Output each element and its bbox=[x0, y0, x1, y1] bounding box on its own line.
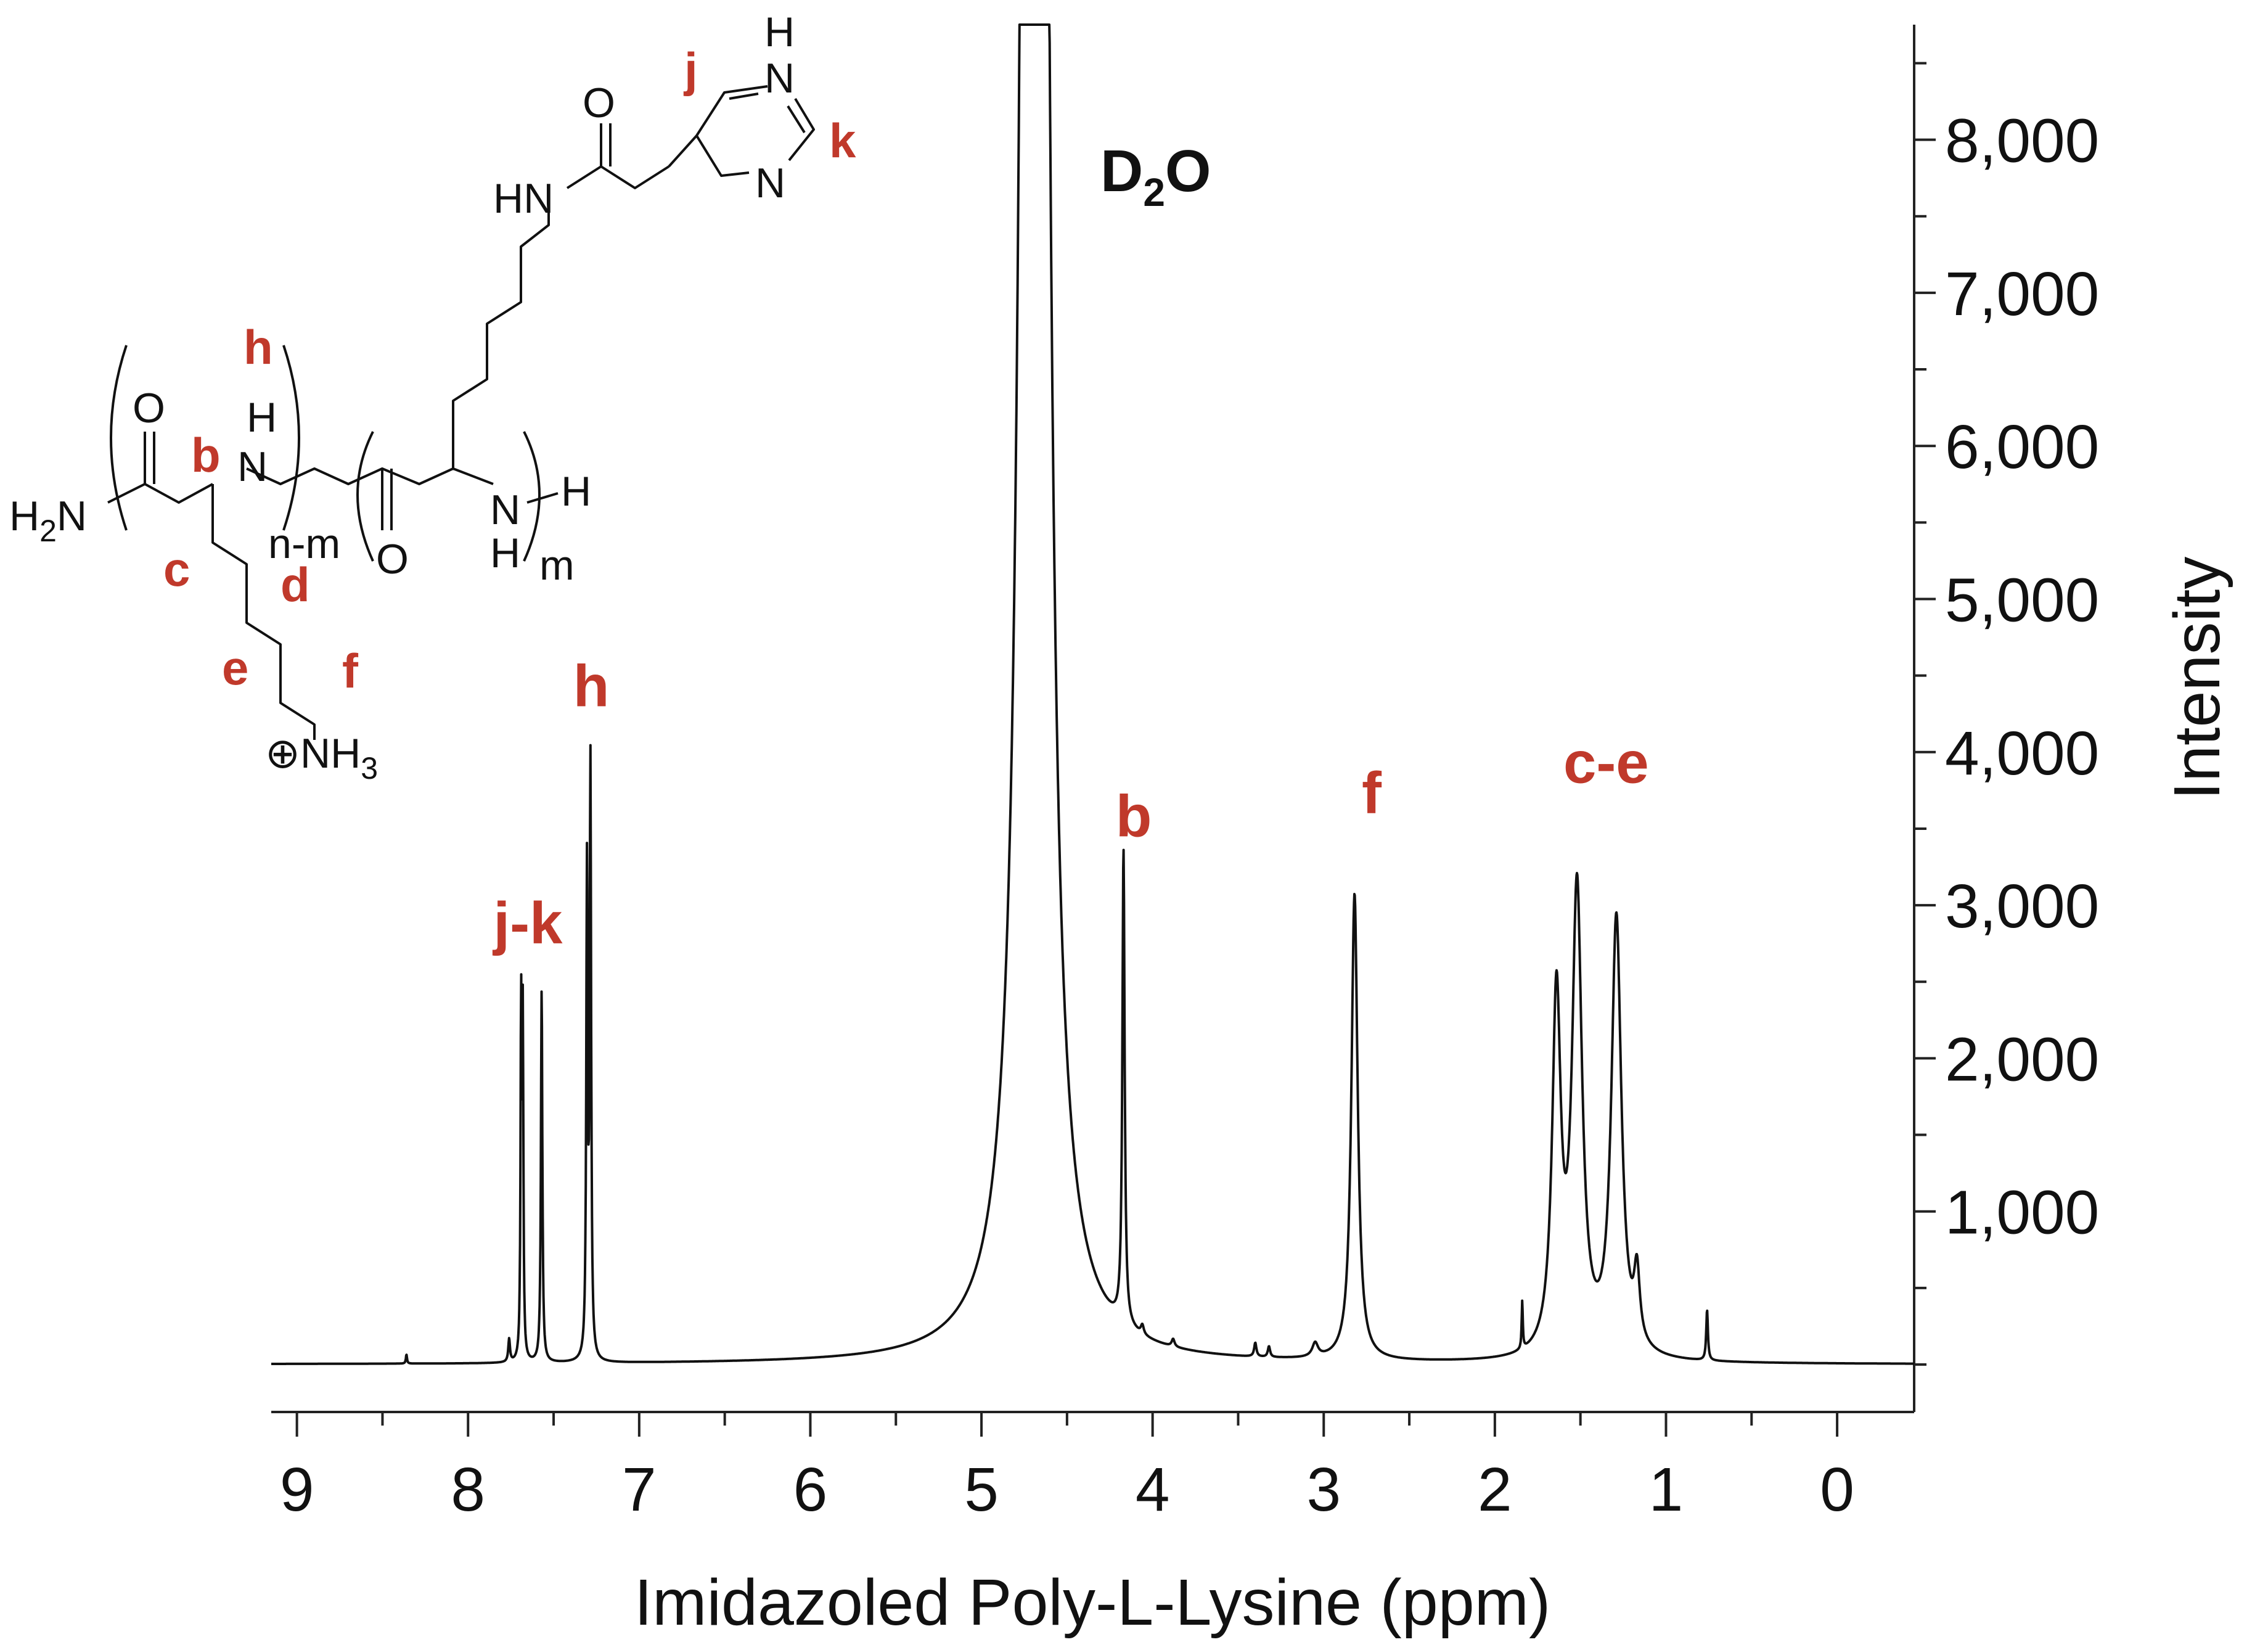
amide-h-b: H bbox=[247, 394, 277, 441]
x-tick-label-4: 4 bbox=[1136, 1455, 1170, 1524]
amide-n-right: N bbox=[490, 486, 520, 533]
x-axis-title: Imidazoled Poly-L-Lysine (ppm) bbox=[634, 1566, 1551, 1639]
proton-label-c: c bbox=[163, 542, 190, 596]
y-tick-label-5,000: 5,000 bbox=[1945, 566, 2099, 635]
x-tick-label-7: 7 bbox=[622, 1455, 657, 1524]
lysine-side-chain bbox=[211, 484, 316, 740]
imidazole-n: N bbox=[755, 160, 785, 207]
proton-label-f: f bbox=[342, 644, 359, 698]
proton-label-b: b bbox=[191, 428, 221, 482]
amine-terminal: H2N bbox=[9, 493, 87, 548]
terminal-h-bond bbox=[526, 492, 559, 504]
chemical-structure: H2N O H N n-m O N H H m ⊕NH3 HN O H N N … bbox=[9, 9, 856, 786]
peak-label-f: f bbox=[1362, 760, 1382, 826]
proton-label-e: e bbox=[222, 641, 248, 695]
peak-labels: j-k h b f c-e bbox=[492, 653, 1648, 956]
axes bbox=[271, 25, 1915, 1413]
y-tick-label-8,000: 8,000 bbox=[1945, 107, 2099, 176]
side-chain-ammonium: ⊕NH3 bbox=[265, 730, 378, 786]
peak-label-c-e: c-e bbox=[1563, 729, 1649, 795]
proton-label-d: d bbox=[280, 557, 310, 612]
modified-side-chain bbox=[452, 213, 550, 469]
y-ticks: 1,000 2,000 3,000 4,000 5,000 6,000 7,000 8,000 bbox=[1914, 62, 2099, 1366]
x-tick-label-6: 6 bbox=[793, 1455, 828, 1524]
x-tick-label-5: 5 bbox=[964, 1455, 999, 1524]
x-tick-label-8: 8 bbox=[451, 1455, 485, 1524]
repeat-m: m bbox=[539, 542, 575, 589]
imidazole-ring bbox=[668, 85, 815, 177]
x-tick-label-1: 1 bbox=[1649, 1455, 1684, 1524]
peak-label-h: h bbox=[573, 653, 610, 719]
solvent-label: D2O bbox=[1100, 138, 1211, 215]
amide-oxygen-left: O bbox=[133, 385, 165, 432]
bracket-left-close bbox=[282, 345, 300, 531]
bracket-right-open bbox=[356, 431, 374, 562]
proton-label-h: h bbox=[244, 320, 273, 374]
amide-hn-top: HN bbox=[493, 175, 554, 222]
terminal-h: H bbox=[561, 468, 591, 515]
amide-h-right: H bbox=[490, 530, 520, 577]
carbonyl-right bbox=[381, 469, 393, 530]
acetyl-linker bbox=[566, 123, 670, 189]
x-tick-label-2: 2 bbox=[1478, 1455, 1512, 1524]
y-tick-label-7,000: 7,000 bbox=[1945, 260, 2099, 329]
x-tick-label-3: 3 bbox=[1306, 1455, 1341, 1524]
y-tick-label-2,000: 2,000 bbox=[1945, 1025, 2099, 1094]
peak-label-j-k: j-k bbox=[492, 890, 563, 956]
bracket-left-open bbox=[110, 345, 128, 531]
nmr-spectrum-line bbox=[270, 23, 1915, 1365]
proton-label-k: k bbox=[829, 113, 856, 168]
x-ticks: 9 8 7 6 5 4 3 2 1 0 bbox=[280, 1412, 1854, 1524]
y-tick-label-1,000: 1,000 bbox=[1945, 1178, 2099, 1247]
carbonyl-left bbox=[144, 432, 155, 484]
repeat-n-m: n-m bbox=[268, 520, 340, 567]
x-tick-label-9: 9 bbox=[280, 1455, 314, 1524]
y-tick-label-6,000: 6,000 bbox=[1945, 412, 2099, 482]
amide-n-b: N bbox=[237, 443, 268, 490]
imidazole-h: H bbox=[764, 9, 795, 55]
imidazole-nh: N bbox=[764, 55, 795, 102]
amide-oxygen-right: O bbox=[376, 536, 409, 583]
proton-label-j: j bbox=[683, 43, 698, 97]
y-axis-title: Intensity bbox=[2161, 557, 2233, 800]
y-tick-label-3,000: 3,000 bbox=[1945, 872, 2099, 941]
y-tick-label-4,000: 4,000 bbox=[1945, 719, 2099, 788]
amide-oxygen-top: O bbox=[583, 80, 615, 126]
x-tick-label-0: 0 bbox=[1820, 1455, 1854, 1524]
peak-label-b: b bbox=[1116, 783, 1152, 849]
bracket-right-close bbox=[523, 431, 541, 562]
backbone-bonds bbox=[107, 467, 494, 504]
